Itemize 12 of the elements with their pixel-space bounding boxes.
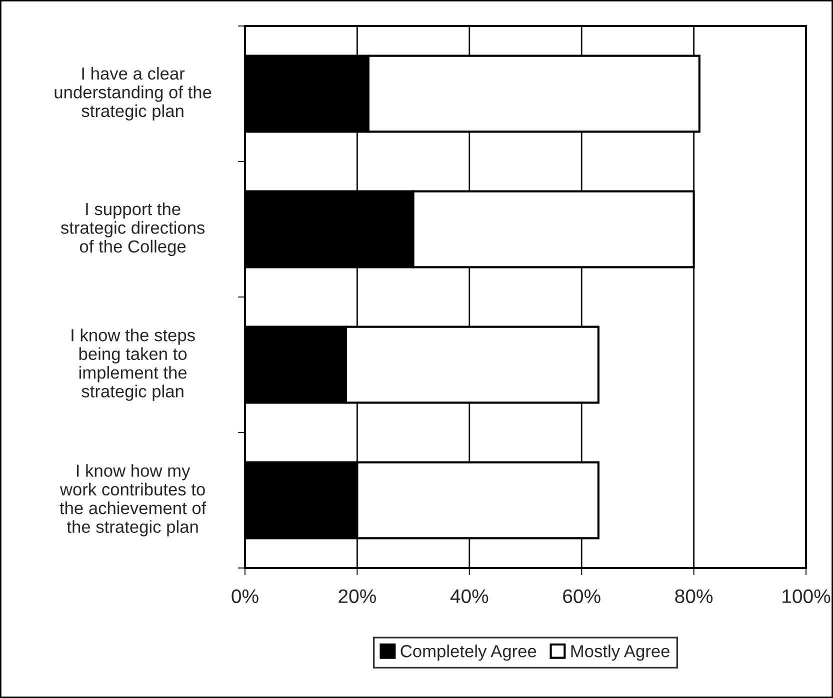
x-tick-label: 100% — [782, 589, 830, 604]
legend-label: Completely Agree — [400, 644, 536, 661]
legend-label: Mostly Agree — [571, 644, 670, 661]
y-tick-label: I know how my work contributes to the achievement of the strategic plan — [60, 464, 206, 536]
y-tick-label: I know the steps being taken to implement the strategic plan — [72, 328, 195, 401]
y-tick-label: I support the strategic directions of the College — [60, 202, 205, 256]
x-tick-label: 20% — [338, 589, 376, 604]
x-tick-label: 60% — [563, 589, 600, 604]
y-tick-label: I have a clear understanding of the strategic plan — [54, 66, 212, 121]
x-tick-label: 40% — [450, 589, 488, 604]
x-tick-label: 80% — [675, 589, 713, 604]
x-tick-label: 0% — [232, 589, 258, 604]
